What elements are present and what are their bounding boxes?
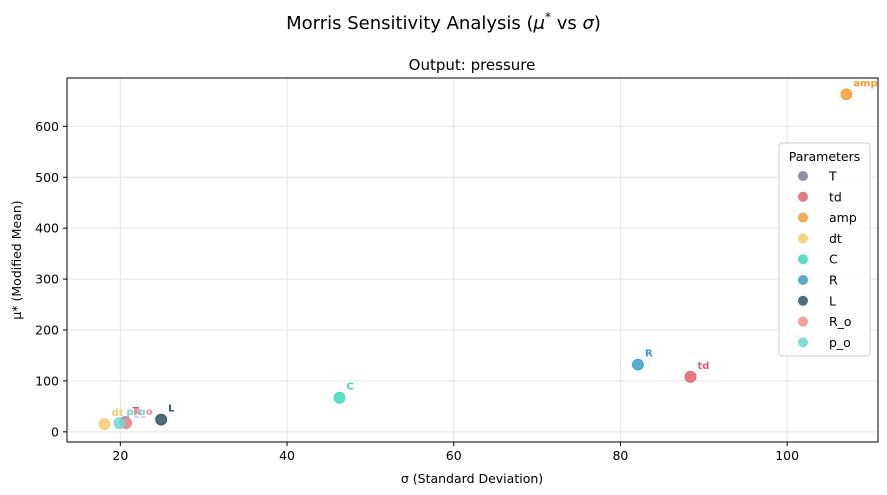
x-tick-label: 20 bbox=[112, 448, 128, 463]
legend-label-p-o: p_o bbox=[829, 335, 851, 350]
point-amp bbox=[840, 88, 853, 101]
y-tick-label: 600 bbox=[35, 119, 59, 134]
legend-title: Parameters bbox=[789, 149, 861, 164]
legend-marker-td bbox=[798, 191, 808, 202]
legend: Parameters Ttd amp dt CRL R_o p_o bbox=[778, 142, 871, 357]
point-td bbox=[684, 370, 697, 383]
suptitle-sigma: σ bbox=[582, 13, 594, 34]
point-label-t: T bbox=[132, 406, 139, 417]
point-label-amp: amp bbox=[853, 78, 877, 89]
y-tick-label: 0 bbox=[51, 424, 59, 439]
y-axis-label: μ* (Modified Mean) bbox=[9, 200, 24, 319]
grid bbox=[67, 78, 878, 442]
point-l bbox=[155, 413, 168, 426]
legend-marker-r bbox=[798, 275, 808, 285]
legend-label-r: R bbox=[829, 273, 838, 288]
plot-frame bbox=[66, 77, 879, 443]
legend-marker-p-o bbox=[798, 337, 808, 348]
legend-label-r-o: R_o bbox=[829, 314, 852, 329]
point-label-l: L bbox=[168, 404, 175, 415]
point-dt bbox=[98, 418, 111, 431]
legend-label-dt: dt bbox=[829, 231, 842, 246]
legend-marker-r-o bbox=[798, 316, 808, 327]
legend-label-amp: amp bbox=[829, 210, 857, 225]
y-tick-label: 500 bbox=[35, 170, 59, 185]
suptitle-suffix: ) bbox=[594, 13, 601, 34]
suptitle-mu: μ bbox=[533, 13, 545, 34]
legend-label-c: C bbox=[829, 252, 838, 267]
legend-items: Ttd amp dt CRL R_o p_o bbox=[798, 169, 857, 350]
legend-marker-c bbox=[798, 254, 808, 265]
point-label-p-o: p_o bbox=[127, 407, 146, 418]
y-tick-label: 400 bbox=[35, 221, 59, 236]
x-tick-label: 80 bbox=[612, 448, 628, 463]
chart-title: Output: pressure bbox=[409, 56, 536, 74]
legend-marker-l bbox=[798, 295, 808, 306]
legend-label-td: td bbox=[829, 189, 842, 204]
suptitle-vs: vs bbox=[551, 13, 582, 34]
point-label-c: C bbox=[347, 382, 354, 393]
legend-marker-dt bbox=[798, 233, 808, 244]
legend-label-l: L bbox=[829, 293, 836, 308]
point-label-td: td bbox=[697, 361, 709, 372]
x-tick-label: 100 bbox=[775, 448, 799, 463]
point-r bbox=[632, 358, 644, 371]
legend-marker-t bbox=[798, 171, 808, 181]
suptitle-star: * bbox=[545, 10, 551, 24]
point-label-dt: dt bbox=[112, 408, 124, 419]
x-axis-label: σ (Standard Deviation) bbox=[401, 471, 543, 486]
point-label-r: R bbox=[645, 349, 653, 360]
legend-marker-amp bbox=[798, 212, 808, 223]
y-axis-ticks: 0 100 200 300 400 500 600 bbox=[35, 119, 67, 439]
y-tick-label: 200 bbox=[35, 323, 59, 338]
x-axis-ticks: 20 40 60 80 100 bbox=[112, 442, 799, 463]
suptitle-prefix: Morris Sensitivity Analysis ( bbox=[286, 13, 533, 34]
legend-box bbox=[778, 142, 871, 357]
data-points bbox=[98, 88, 853, 431]
chart-suptitle: Morris Sensitivity Analysis (μ* vs σ) bbox=[286, 10, 601, 34]
y-tick-label: 300 bbox=[35, 272, 59, 287]
point-label-r-o: R_o bbox=[133, 407, 153, 418]
point-p-o bbox=[113, 417, 126, 430]
point-c bbox=[333, 391, 346, 404]
x-tick-label: 60 bbox=[446, 448, 462, 463]
y-tick-label: 100 bbox=[35, 373, 59, 388]
x-tick-label: 40 bbox=[279, 448, 295, 463]
legend-label-t: T bbox=[828, 169, 837, 184]
